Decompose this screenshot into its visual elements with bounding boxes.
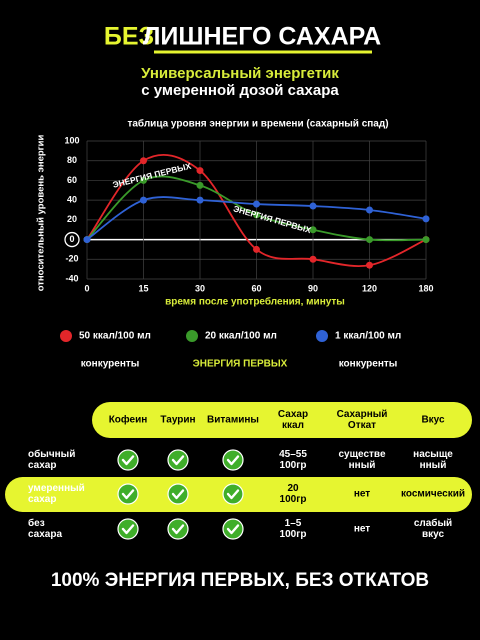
column-header: Таурин xyxy=(160,414,196,426)
y-tick-label: 20 xyxy=(67,214,77,224)
legend-label: 20 ккал/100 мл xyxy=(205,331,277,342)
x-tick-label: 180 xyxy=(418,283,433,293)
legend-marker xyxy=(316,330,328,342)
legend-marker xyxy=(60,330,72,342)
check-icon xyxy=(167,449,189,471)
column-header: Витамины xyxy=(207,414,259,426)
sugar-cell: 1–5 100гр xyxy=(279,518,307,540)
column-header: Сахар ккал xyxy=(277,409,309,431)
check-mark xyxy=(226,524,240,535)
taste-cell: космический xyxy=(400,488,466,500)
footer: 100% ЭНЕРГИЯ ПЕРВЫХ, БЕЗ ОТКАТОВ xyxy=(51,570,429,591)
taste-cell: слабый вкус xyxy=(413,518,453,540)
rollback-cell: нет xyxy=(353,523,371,535)
data-point xyxy=(253,200,260,208)
check-icon xyxy=(117,449,139,471)
subtitle: с умеренной дозой сахара xyxy=(141,82,339,99)
row-label: обычный сахар xyxy=(28,449,76,471)
data-point xyxy=(309,202,317,210)
title: ЛИШНЕГО САХАРА xyxy=(143,23,381,51)
table-header-bar xyxy=(92,402,472,438)
y-tick-label: 60 xyxy=(67,175,77,185)
chart-title: таблица уровня энергии и времени (сахарн… xyxy=(127,118,388,130)
data-point xyxy=(83,236,91,244)
subtitle: Универсальный энергетик xyxy=(141,65,339,82)
column-header: Вкус xyxy=(421,414,445,426)
y-tick-label: -40 xyxy=(65,273,78,283)
legend-note: ЭНЕРГИЯ ПЕРВЫХ xyxy=(193,359,288,370)
sugar-cell: 20 100гр xyxy=(279,483,307,505)
data-point xyxy=(253,245,260,253)
data-point xyxy=(140,176,147,184)
legend-note: конкуренты xyxy=(81,359,140,370)
data-point xyxy=(309,226,317,234)
check-mark xyxy=(171,455,185,466)
check-mark xyxy=(121,455,135,466)
data-point xyxy=(196,196,204,204)
check-icon xyxy=(167,518,189,540)
x-tick-label: 0 xyxy=(84,283,89,293)
x-tick-label: 15 xyxy=(138,283,148,293)
column-header: Сахарный Откат xyxy=(336,409,388,431)
data-point xyxy=(422,215,430,223)
data-point xyxy=(422,236,430,244)
x-tick-label: 30 xyxy=(195,283,205,293)
check-mark xyxy=(121,524,135,535)
y-tick-label: 0 xyxy=(69,234,74,244)
column-header: Кофеин xyxy=(108,414,148,426)
data-point xyxy=(309,255,317,263)
check-mark xyxy=(121,489,135,500)
zero-marker xyxy=(64,231,80,248)
data-point xyxy=(366,236,373,244)
data-point xyxy=(140,196,147,204)
check-icon xyxy=(167,483,189,505)
data-point xyxy=(140,157,147,165)
check-mark xyxy=(171,524,185,535)
data-point xyxy=(253,211,260,219)
data-point xyxy=(196,181,204,189)
check-icon xyxy=(117,518,139,540)
sugar-cell: 45–55 100гр xyxy=(279,449,307,471)
check-icon xyxy=(222,518,244,540)
row-label: умеренный сахар xyxy=(28,483,85,505)
check-mark xyxy=(226,455,240,466)
taste-cell: насыще нный xyxy=(413,449,453,471)
y-tick-label: 100 xyxy=(64,135,79,145)
rollback-cell: нет xyxy=(353,488,371,500)
check-icon xyxy=(117,483,139,505)
x-tick-label: 60 xyxy=(251,283,261,293)
rollback-cell: существе нный xyxy=(338,449,386,471)
legend-label: 50 ккал/100 мл xyxy=(79,331,151,342)
x-tick-label: 90 xyxy=(308,283,318,293)
y-axis-label: относительный уровень энергии xyxy=(36,135,47,292)
check-icon xyxy=(222,449,244,471)
data-point xyxy=(366,261,373,269)
check-mark xyxy=(171,489,185,500)
legend-label: 1 ккал/100 мл xyxy=(335,331,401,342)
check-mark xyxy=(226,489,240,500)
row-label: без сахара xyxy=(28,518,63,540)
y-tick-label: 80 xyxy=(67,155,77,165)
data-point xyxy=(196,167,204,175)
legend-note: конкуренты xyxy=(339,359,398,370)
annotation: ЭНЕРГИЯ ПЕРВЫХ xyxy=(232,203,312,235)
x-axis-label: время после употребления, минуты xyxy=(165,296,345,308)
annotation: ЭНЕРГИЯ ПЕРВЫХ xyxy=(112,161,193,190)
legend-marker xyxy=(186,330,198,342)
data-point xyxy=(366,206,373,214)
title-highlight: БЕЗ xyxy=(104,23,154,51)
y-tick-label: 40 xyxy=(67,195,77,205)
x-tick-label: 120 xyxy=(362,283,377,293)
check-icon xyxy=(222,483,244,505)
y-tick-label: -20 xyxy=(65,254,78,264)
